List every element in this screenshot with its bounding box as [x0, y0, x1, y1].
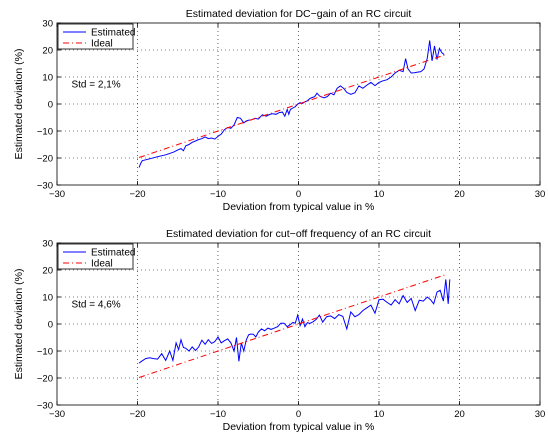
series-group	[138, 274, 451, 378]
y-tick-label: −30	[37, 181, 53, 192]
chart-cutoff-frequency: −30 −20 −10 0 10 20 30 −30 −20 −10 0 10 20 30 Estimate…	[13, 228, 545, 433]
y-tick-label: 10	[42, 73, 53, 84]
y-axis-title: Estimated deviation (%)	[13, 49, 25, 160]
series-line-ideal	[138, 54, 446, 158]
chart-title: Estimated deviation for cut−off frequenc…	[166, 228, 431, 240]
chart-dc-gain: −30 −20 −10 0 10 20 30 −30 −20 −10 0 10 20 30 Estimate…	[13, 8, 545, 213]
y-tick-label: 30	[42, 19, 53, 30]
series-line-estimated	[138, 40, 445, 168]
x-tick-label: −20	[129, 409, 145, 420]
x-tick-label: 0	[296, 189, 301, 200]
x-tick-label: 20	[454, 409, 465, 420]
y-tick-label: 0	[48, 320, 53, 331]
legend-box	[57, 243, 134, 270]
y-tick-label: −30	[37, 401, 53, 412]
x-tick-label: −10	[210, 409, 226, 420]
series-line-estimated	[138, 279, 451, 364]
std-annotation: Std = 2,1%	[71, 79, 120, 90]
y-tick-label: 0	[48, 100, 53, 111]
x-tick-label: 30	[535, 189, 546, 200]
x-tick-label: −20	[129, 189, 145, 200]
y-tick-label: −10	[37, 127, 53, 138]
series-group	[138, 40, 446, 168]
legend-label-ideal: Ideal	[91, 259, 113, 270]
y-tick-label: −20	[37, 374, 53, 385]
legend-label-estimated: Estimated	[91, 248, 135, 259]
series-line-ideal	[138, 274, 446, 378]
y-tick-label: 30	[42, 239, 53, 250]
x-tick-label: 20	[454, 189, 465, 200]
x-axis-title: Deviation from typical value in %	[223, 201, 375, 213]
y-tick-label: 10	[42, 293, 53, 304]
x-tick-label: 0	[296, 409, 301, 420]
legend-box	[57, 23, 134, 50]
y-tick-label: −10	[37, 347, 53, 358]
legend-label-ideal: Ideal	[91, 39, 113, 50]
x-tick-label: 30	[535, 409, 546, 420]
x-tick-label: −10	[210, 189, 226, 200]
legend-label-estimated: Estimated	[91, 28, 135, 39]
x-tick-label: −30	[49, 189, 65, 200]
y-tick-label: 20	[42, 46, 53, 57]
x-tick-label: 10	[374, 189, 385, 200]
x-tick-label: 10	[374, 409, 385, 420]
y-tick-label: −20	[37, 154, 53, 165]
chart-title: Estimated deviation for DC−gain of an RC…	[186, 8, 412, 20]
x-tick-label: −30	[49, 409, 65, 420]
y-axis-title: Estimated deviation (%)	[13, 269, 25, 380]
y-tick-label: 20	[42, 266, 53, 277]
std-annotation: Std = 4,6%	[71, 299, 120, 310]
x-axis-title: Deviation from typical value in %	[223, 421, 375, 433]
